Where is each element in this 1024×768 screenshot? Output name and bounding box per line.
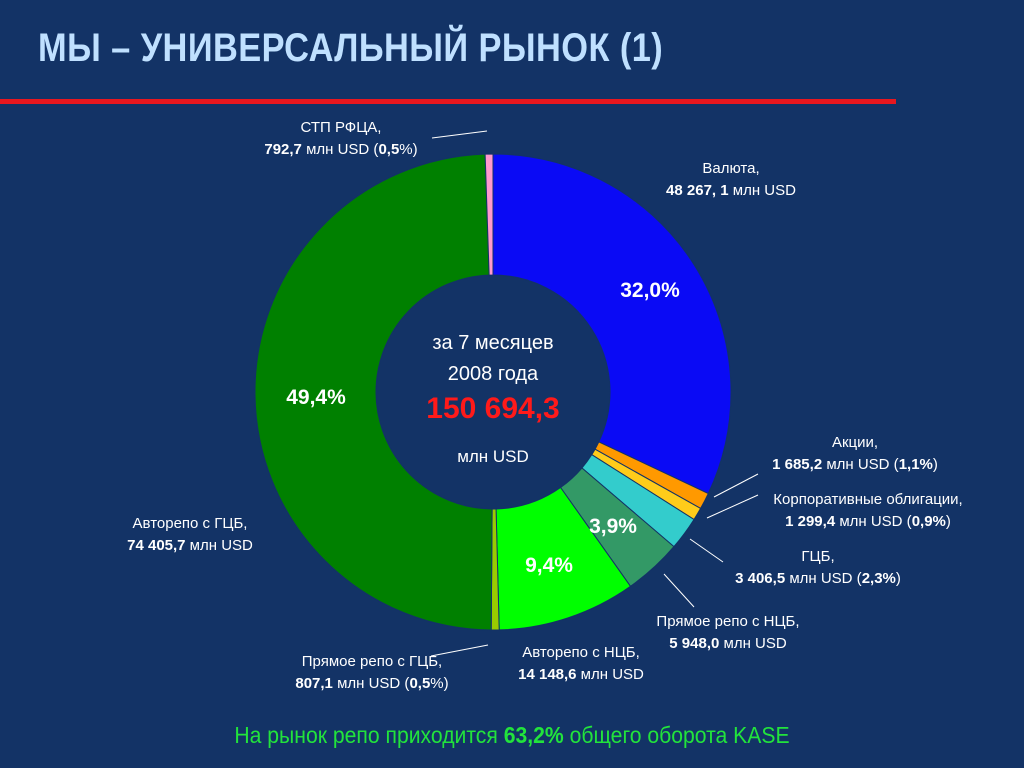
label-value-unit-прямое-репо-с-нцб: млн USD bbox=[719, 635, 787, 652]
leader-line-прямое-репо-с-гцб bbox=[430, 644, 489, 657]
label-value-unit-стп-рфца: млн USD ( bbox=[302, 141, 379, 158]
label-value-прямое-репо-с-нцб: 5 948,0 млн USD bbox=[669, 635, 787, 652]
label-name-авторепо-с-нцб: Авторепо с НЦБ, bbox=[522, 644, 640, 661]
label-value-bold-стп-рфца: 792,7 bbox=[264, 141, 302, 158]
leader-line-стп-рфца bbox=[431, 130, 488, 139]
leader-line-акции bbox=[713, 473, 759, 498]
label-pct-close-гцб: ) bbox=[896, 570, 901, 587]
label-pct-close-стп-рфца: %) bbox=[399, 141, 417, 158]
label-value-bold-авторепо-с-гцб: 74 405,7 bbox=[127, 537, 185, 554]
footer-note: На рынок репо приходится 63,2% общего об… bbox=[41, 722, 983, 749]
slide-title: МЫ – УНИВЕРСАЛЬНЫЙ РЫНОК (1) bbox=[38, 26, 664, 70]
label-value-стп-рфца: 792,7 млн USD (0,5%) bbox=[264, 141, 417, 158]
label-name-гцб: ГЦБ, bbox=[801, 548, 834, 565]
label-name-валюта: Валюта, bbox=[702, 160, 759, 177]
label-name-корпоративные-облигации: Корпоративные облигации, bbox=[773, 491, 962, 508]
label-value-bold-акции: 1 685,2 bbox=[772, 456, 822, 473]
center-year: 2008 года bbox=[448, 363, 539, 385]
label-name-авторепо-с-гцб: Авторепо с ГЦБ, bbox=[133, 515, 248, 532]
pct-label-прямое-репо-с-нцб: 3,9% bbox=[589, 515, 637, 538]
pct-label-авторепо-с-гцб: 49,4% bbox=[286, 386, 346, 409]
label-value-unit-гцб: млн USD ( bbox=[785, 570, 862, 587]
label-value-unit-валюта: млн USD bbox=[729, 182, 797, 199]
slice-авторепо-с-гцб bbox=[254, 153, 493, 631]
label-value-unit-авторепо-с-нцб: млн USD bbox=[577, 666, 645, 683]
footer-bold: 63,2% bbox=[503, 722, 564, 748]
label-pct-акции: 1,1% bbox=[899, 456, 933, 473]
pct-label-авторепо-с-нцб: 9,4% bbox=[525, 554, 573, 577]
title-rule bbox=[0, 99, 896, 104]
label-name-прямое-репо-с-нцб: Прямое репо с НЦБ, bbox=[656, 613, 799, 630]
slice-стп-рфца bbox=[484, 153, 494, 276]
donut-hole bbox=[376, 275, 610, 509]
label-value-bold-авторепо-с-нцб: 14 148,6 bbox=[518, 666, 576, 683]
center-period: за 7 месяцев bbox=[432, 332, 553, 354]
leader-line-корпоративные-облигации bbox=[706, 494, 759, 519]
footer-prefix: На рынок репо приходится bbox=[234, 722, 504, 748]
label-value-bold-гцб: 3 406,5 bbox=[735, 570, 785, 587]
label-name-стп-рфца: СТП РФЦА, bbox=[301, 119, 382, 136]
label-pct-close-корпоративные-облигации: ) bbox=[946, 513, 951, 530]
label-pct-прямое-репо-с-гцб: 0,5 bbox=[409, 675, 430, 692]
pct-label-валюта: 32,0% bbox=[620, 279, 680, 302]
label-value-unit-авторепо-с-гцб: млн USD bbox=[186, 537, 254, 554]
label-value-bold-валюта: 48 267, 1 bbox=[666, 182, 729, 199]
label-value-unit-прямое-репо-с-гцб: млн USD ( bbox=[333, 675, 410, 692]
slice-валюта bbox=[492, 153, 732, 495]
label-value-bold-прямое-репо-с-гцб: 807,1 bbox=[295, 675, 333, 692]
label-pct-стп-рфца: 0,5 bbox=[378, 141, 399, 158]
label-pct-гцб: 2,3% bbox=[862, 570, 896, 587]
label-name-прямое-репо-с-гцб: Прямое репо с ГЦБ, bbox=[302, 653, 442, 670]
label-value-unit-акции: млн USD ( bbox=[822, 456, 899, 473]
label-pct-close-прямое-репо-с-гцб: %) bbox=[430, 675, 448, 692]
leader-line-прямое-репо-с-нцб bbox=[663, 573, 695, 608]
center-total: 150 694,3 bbox=[426, 392, 559, 425]
leader-line-гцб bbox=[689, 538, 724, 563]
label-value-авторепо-с-гцб: 74 405,7 млн USD bbox=[127, 537, 253, 554]
label-name-акции: Акции, bbox=[832, 434, 878, 451]
label-pct-close-акции: ) bbox=[933, 456, 938, 473]
label-value-валюта: 48 267, 1 млн USD bbox=[666, 182, 796, 199]
label-value-корпоративные-облигации: 1 299,4 млн USD (0,9%) bbox=[785, 513, 951, 530]
label-value-bold-корпоративные-облигации: 1 299,4 bbox=[785, 513, 836, 530]
footer-suffix: общего оборота KASE bbox=[563, 722, 790, 748]
label-value-гцб: 3 406,5 млн USD (2,3%) bbox=[735, 570, 901, 587]
label-value-авторепо-с-нцб: 14 148,6 млн USD bbox=[518, 666, 644, 683]
center-unit: млн USD bbox=[457, 447, 529, 466]
label-value-bold-прямое-репо-с-нцб: 5 948,0 bbox=[669, 635, 719, 652]
label-value-прямое-репо-с-гцб: 807,1 млн USD (0,5%) bbox=[295, 675, 448, 692]
label-value-unit-корпоративные-облигации: млн USD ( bbox=[835, 513, 912, 530]
label-value-акции: 1 685,2 млн USD (1,1%) bbox=[772, 456, 938, 473]
label-pct-корпоративные-облигации: 0,9% bbox=[912, 513, 946, 530]
